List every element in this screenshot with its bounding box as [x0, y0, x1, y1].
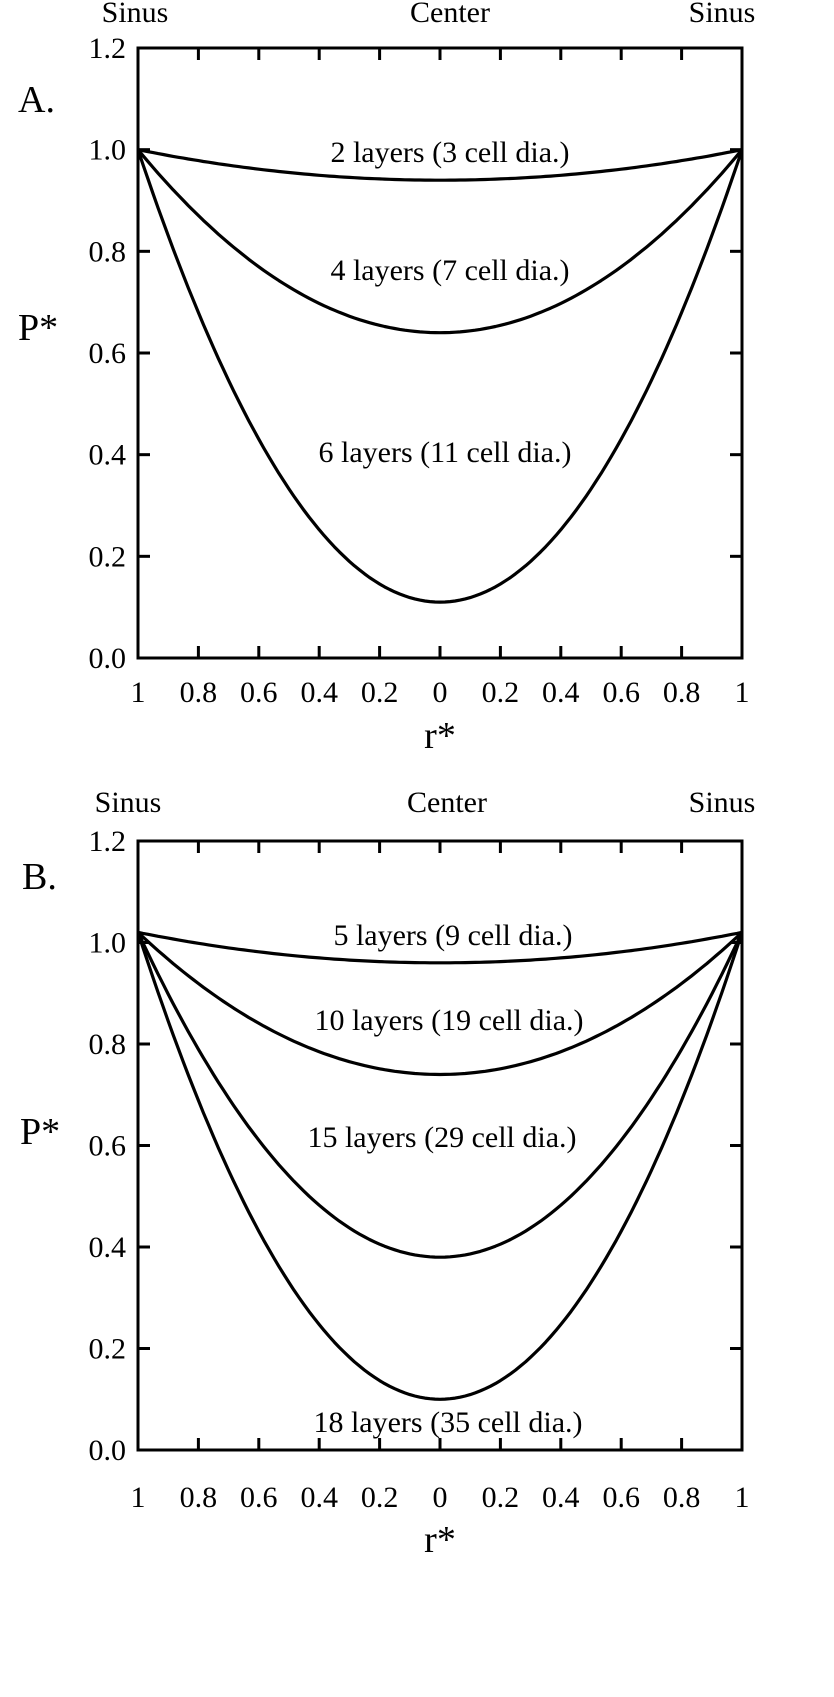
x-tick-label: 0.6 [240, 1481, 278, 1514]
x-tick-label: 0.2 [482, 676, 520, 709]
x-tick-label: 0.4 [300, 676, 338, 709]
series-line-3 [136, 149, 744, 604]
series-label-1: 5 layers (9 cell dia.) [333, 919, 572, 952]
chart-panel-b: 1 0.8 0.6 0.4 0.2 0 0.2 0.4 0.6 0.8 10.00.20.40.60… [20, 786, 755, 1561]
x-tick-label: 0.4 [542, 676, 580, 709]
region-label-sinus: Sinus [689, 786, 756, 819]
panel-letter: B. [22, 856, 57, 898]
y-tick-label: 0.6 [89, 1130, 127, 1163]
y-tick-label: 0.4 [89, 1231, 127, 1264]
series-line-1 [137, 148, 743, 182]
y-tick-label: 1.0 [89, 927, 127, 960]
region-label-sinus: Sinus [95, 786, 162, 819]
series-line-4 [136, 931, 744, 1401]
chart-panel-a: 1 0.8 0.6 0.4 0.2 0 0.2 0.4 0.6 0.8 10.00.20.40.60… [18, 0, 755, 757]
x-tick-label: 0.8 [180, 1481, 218, 1514]
series-label-2: 10 layers (19 cell dia.) [314, 1004, 583, 1037]
x-tick-label: 0.2 [482, 1481, 520, 1514]
x-tick-label: 0.6 [602, 676, 640, 709]
x-tick-label: 1 [131, 1481, 146, 1514]
x-tick-label: 0.6 [240, 676, 278, 709]
x-tick-label: 0.6 [602, 1481, 640, 1514]
x-tick-label: 0.8 [180, 676, 218, 709]
y-tick-label: 0.6 [89, 337, 127, 370]
y-tick-label: 1.2 [89, 32, 127, 65]
y-tick-label: 1.0 [89, 134, 127, 167]
y-tick-label: 0.2 [89, 1333, 127, 1366]
y-tick-label: 0.0 [89, 1434, 127, 1467]
x-tick-label: 0 [433, 1481, 448, 1514]
series-line-2 [136, 931, 744, 1077]
x-tick-label: 0.4 [300, 1481, 338, 1514]
y-tick-label: 0.0 [89, 642, 127, 675]
x-tick-label: 0.8 [663, 676, 701, 709]
series-label-2: 4 layers (7 cell dia.) [330, 254, 569, 287]
region-label-center: Center [410, 0, 490, 29]
x-tick-label: 0.2 [361, 676, 399, 709]
x-axis-title: r* [424, 1519, 456, 1561]
series-label-4: 18 layers (35 cell dia.) [313, 1406, 582, 1439]
x-tick-label: 0.2 [361, 1481, 399, 1514]
series-label-3: 15 layers (29 cell dia.) [307, 1121, 576, 1154]
x-tick-label: 0.8 [663, 1481, 701, 1514]
y-tick-label: 0.4 [89, 439, 127, 472]
region-label-sinus: Sinus [689, 0, 756, 29]
x-axis-title: r* [424, 715, 456, 757]
series-line-3 [136, 931, 744, 1259]
y-tick-label: 0.8 [89, 1028, 127, 1061]
y-tick-label: 0.2 [89, 540, 127, 573]
series-line-1 [137, 930, 743, 965]
series-label-1: 2 layers (3 cell dia.) [330, 136, 569, 169]
y-tick-label: 1.2 [89, 825, 127, 858]
x-tick-label: 0.4 [542, 1481, 580, 1514]
y-tick-label: 0.8 [89, 235, 127, 268]
x-tick-label: 0 [433, 676, 448, 709]
panel-letter: A. [18, 79, 55, 121]
region-label-center: Center [407, 786, 487, 819]
series-label-3: 6 layers (11 cell dia.) [319, 436, 572, 469]
y-axis-title: P* [18, 307, 58, 349]
series-line-2 [136, 148, 744, 335]
x-tick-label: 1 [735, 1481, 750, 1514]
x-tick-label: 1 [735, 676, 750, 709]
y-axis-title: P* [20, 1111, 60, 1153]
x-tick-label: 1 [131, 676, 146, 709]
region-label-sinus: Sinus [102, 0, 169, 29]
